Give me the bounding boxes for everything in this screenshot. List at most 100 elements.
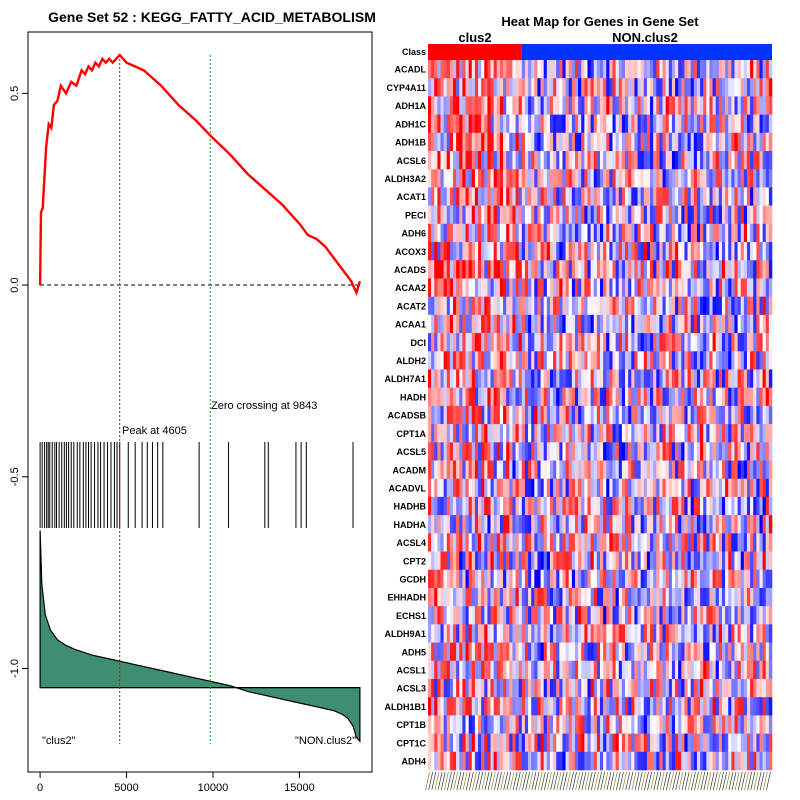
heat-cell [428,733,432,753]
heat-cell [578,569,582,589]
heat-cell [628,587,632,607]
heat-cell [521,715,526,734]
heat-cell [493,624,498,643]
heat-cell [593,151,598,170]
heat-cell [709,187,713,206]
heat-cell [690,333,695,352]
heat-cell [590,606,595,625]
heat-cell [478,387,482,407]
heat-cell [715,515,720,534]
heat-cell [690,424,695,443]
heat-cell [474,733,479,753]
heat-cell [509,715,513,734]
heat-cell [431,460,435,480]
heat-cell [718,132,723,152]
heat-cell [428,442,432,461]
heat-cell [640,278,645,297]
heat-cell [696,78,701,97]
heat-cell [650,405,654,425]
heat-cell [506,697,510,716]
heat-cell [746,697,751,716]
heat-cell [481,333,485,352]
heat-cell [637,78,641,97]
heat-cell [740,496,745,516]
heat-cell [596,205,601,225]
heat-cell [543,333,548,352]
heat-cell [534,387,538,407]
heat-cell [453,515,457,534]
heat-cell [721,405,726,425]
heat-cell [693,587,698,607]
heat-cell [756,314,760,334]
heat-cell [584,333,588,352]
heat-cell [537,132,541,152]
heat-cell [700,660,704,680]
heat-cell [765,333,770,352]
heat-cell [681,260,685,279]
heat-cell [653,496,657,516]
heat-cell [721,496,726,516]
heat-cell [443,660,448,680]
heat-cell [453,351,457,370]
heat-cell [518,715,523,734]
heat-cell [640,424,645,443]
heat-cell [543,624,548,643]
heat-cell [693,314,698,334]
heat-cell [474,205,479,225]
heat-cell [581,660,585,680]
heat-cell [546,715,551,734]
heat-cell [637,314,641,334]
heat-cell [434,733,438,753]
heat-cell [443,151,448,170]
heat-cell [740,205,745,225]
heat-cell [625,132,629,152]
heat-cell [568,333,573,352]
heat-cell [543,715,548,734]
heat-cell [643,223,648,243]
heat-cell [671,96,676,115]
heat-cell [512,205,516,225]
heat-cell [543,387,548,407]
heat-cell [746,387,751,407]
heat-cell [690,515,695,534]
heat-cell [474,606,479,625]
heat-cell [546,260,551,279]
heat-cell [565,642,570,662]
heat-cell [768,496,773,516]
heat-cell [446,60,451,79]
heat-cell [546,478,551,498]
heat-cell [481,697,485,716]
heat-cell [528,715,532,734]
heat-cell [571,715,576,734]
heat-cell [665,697,670,716]
heat-cell [590,205,595,225]
heat-cell [646,278,651,297]
heat-cell [496,60,501,79]
heat-cell [662,606,666,625]
heat-cell [540,96,545,115]
heat-cell [431,587,435,607]
heat-cell [556,96,560,115]
heat-cell [653,587,657,607]
heat-cell [546,314,551,334]
heat-cell [728,715,732,734]
heat-cell [437,132,441,152]
heat-cell [428,351,432,370]
heat-cell [546,169,551,188]
heat-cell [678,660,682,680]
heat-cell [468,751,473,771]
heat-cell [459,642,463,662]
heat-cell [700,223,704,243]
heat-cell [715,733,720,753]
heat-cell [703,606,707,625]
heat-cell [549,751,554,771]
heat-cell [578,60,582,79]
heat-cell [449,242,454,261]
heat-cell [609,715,613,734]
heat-cell [637,424,641,443]
heat-cell [574,496,579,516]
heat-cell [428,314,432,334]
heat-cell [462,587,466,607]
heat-cell [478,78,482,97]
heat-cell [487,587,491,607]
